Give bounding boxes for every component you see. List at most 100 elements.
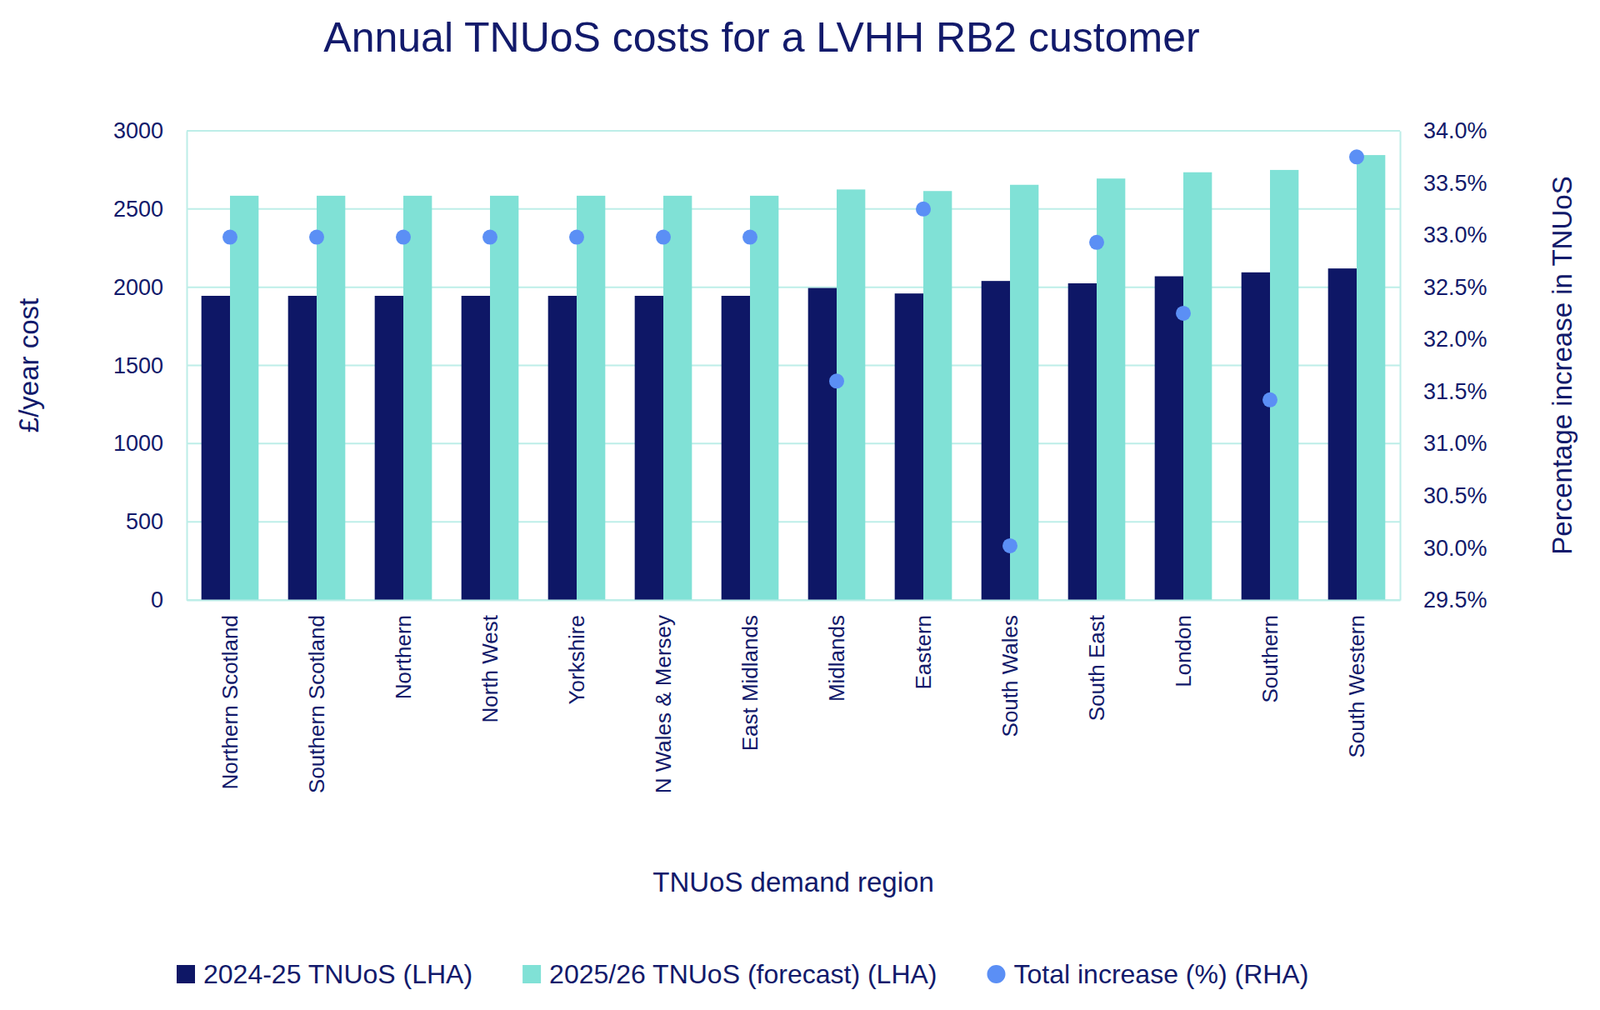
bar: [750, 195, 779, 600]
tick-label: 30.5%: [1423, 483, 1488, 509]
tick-label: South Wales: [997, 615, 1023, 737]
bar: [1155, 276, 1184, 600]
tick-label: 0: [150, 587, 164, 613]
bar: [1328, 268, 1357, 600]
y-tick: 1000: [113, 430, 187, 456]
tick-label: East Midlands: [737, 615, 763, 751]
point: [395, 230, 411, 245]
y2-tick: 33.0%: [1400, 222, 1488, 248]
grid-line: [186, 442, 1400, 445]
tick-label: 1500: [113, 353, 164, 379]
bar: [1010, 185, 1039, 600]
bar: [288, 295, 317, 600]
legend-symbol: [176, 965, 195, 984]
y-tick: 1500: [113, 353, 187, 379]
bar: [230, 195, 259, 600]
legend-item: 2025/26 TNUoS (forecast) (LHA): [522, 959, 937, 990]
legend-item: 2024-25 TNUoS (LHA): [176, 959, 473, 990]
x-tick: East Midlands: [737, 600, 763, 751]
tick-label: South East: [1084, 614, 1110, 721]
legend: 2024-25 TNUoS (LHA) 2025/26 TNUoS (foreca…: [176, 959, 1309, 990]
bar: [923, 190, 952, 600]
bar: [1356, 155, 1385, 600]
plot-area: 0 500 1000 1500 2000 2500 3000 29.5% 30.0% 30.5% 3…: [113, 118, 1488, 794]
point: [309, 230, 325, 245]
point: [1175, 305, 1191, 321]
bar: [1068, 283, 1097, 600]
bar: [981, 280, 1010, 600]
tick-label: London: [1170, 615, 1196, 688]
bar: [808, 288, 837, 600]
bar: [548, 295, 577, 600]
bar: [461, 295, 490, 600]
tick-label: N Wales & Mersey: [650, 615, 676, 794]
x-tick: Northern Scotland: [217, 600, 243, 790]
x-tick: South East: [1084, 600, 1110, 721]
y2-tick: 31.0%: [1400, 430, 1488, 456]
bar: [895, 293, 924, 600]
y2-tick: 30.5%: [1400, 483, 1488, 509]
bar: [490, 195, 519, 600]
x-tick: London: [1170, 600, 1196, 688]
bar: [375, 295, 404, 600]
tick-label: 3000: [113, 118, 164, 144]
x-tick: Northern: [390, 600, 416, 700]
axis-line: [1400, 131, 1402, 601]
bar: [576, 195, 605, 600]
x-tick: Eastern: [910, 600, 936, 690]
tick-label: 2000: [113, 275, 164, 300]
tick-label: Northern: [390, 615, 416, 700]
chart: 0 500 1000 1500 2000 2500 3000 29.5% 30.0% 30.5% 3…: [0, 0, 1600, 1010]
y2-tick: 31.5%: [1400, 379, 1488, 405]
tick-label: 33.0%: [1423, 222, 1488, 248]
axis-line: [187, 600, 1401, 602]
y-axis-title: £/year cost: [13, 298, 45, 433]
tick-label: 29.5%: [1423, 587, 1488, 613]
tick-label: Southern: [1257, 615, 1283, 704]
tick-label: Northern Scotland: [217, 615, 243, 790]
bar-series: [230, 155, 1385, 600]
legend-symbol: [986, 965, 1005, 984]
tick-label: 31.5%: [1423, 379, 1488, 405]
tick-label: 2500: [113, 196, 164, 222]
bar: [201, 295, 230, 600]
tick-label: 34.0%: [1423, 118, 1488, 144]
axis-line: [186, 131, 189, 601]
point: [569, 230, 585, 245]
point: [482, 230, 498, 245]
tick-label: 1000: [113, 430, 164, 456]
bar: [635, 295, 664, 600]
bar: [1241, 272, 1270, 600]
y2-tick: 32.0%: [1400, 326, 1488, 352]
grid: [186, 130, 1400, 600]
title: Annual TNUoS costs for a LVHH RB2 custom…: [323, 14, 1200, 61]
grid-line: [186, 208, 1400, 210]
grid-line: [186, 520, 1400, 523]
bar: [316, 195, 345, 600]
bar: [721, 295, 750, 600]
y-tick: 2000: [113, 275, 187, 300]
tick-label: 33.5%: [1423, 170, 1488, 196]
tick-label: Midlands: [824, 615, 850, 702]
y-tick: 500: [125, 509, 187, 535]
grid-line: [186, 599, 1400, 601]
point: [1262, 392, 1278, 408]
bar: [1270, 170, 1299, 600]
legend-item: Total increase (%) (RHA): [986, 959, 1309, 990]
point: [915, 201, 931, 217]
y2-tick: 29.5%: [1400, 587, 1488, 613]
point: [1089, 235, 1105, 250]
tick-label: 30.0%: [1423, 535, 1488, 561]
tick-label: 500: [125, 509, 164, 535]
point-series: [222, 149, 1365, 554]
x-tick: North West: [477, 600, 503, 724]
tick-label: Yorkshire: [564, 615, 590, 705]
point: [829, 373, 845, 389]
marks: [201, 149, 1386, 600]
grid-line: [186, 365, 1400, 367]
x-tick: N Wales & Mersey: [650, 600, 676, 794]
tick-label: South Western: [1344, 615, 1370, 759]
y-axis: 0 500 1000 1500 2000 2500 3000: [113, 118, 188, 613]
legend-symbol: [522, 965, 541, 984]
tick-label: Southern Scotland: [304, 615, 330, 794]
